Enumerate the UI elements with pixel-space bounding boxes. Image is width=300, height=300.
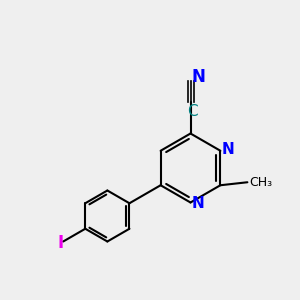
- Text: N: N: [221, 142, 234, 157]
- Text: C: C: [187, 103, 197, 118]
- Text: N: N: [191, 68, 205, 85]
- Text: N: N: [192, 196, 204, 211]
- Text: I: I: [58, 234, 64, 252]
- Text: CH₃: CH₃: [249, 176, 272, 189]
